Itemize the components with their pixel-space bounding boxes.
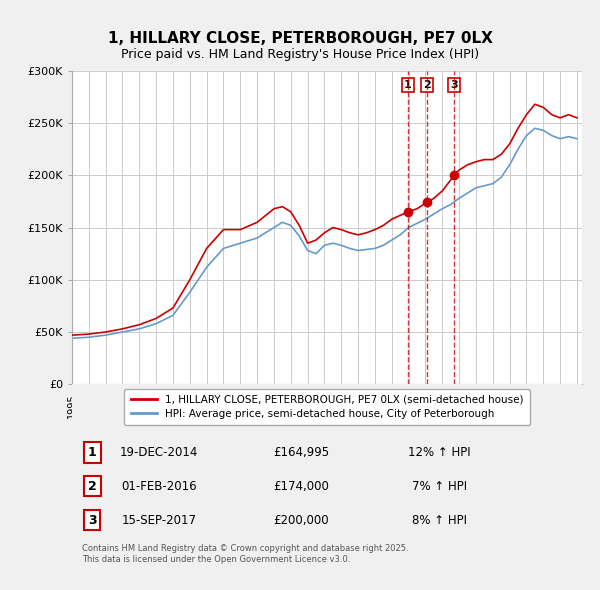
Text: 3: 3 [88, 514, 97, 527]
Text: 7% ↑ HPI: 7% ↑ HPI [412, 480, 467, 493]
Text: 01-FEB-2016: 01-FEB-2016 [121, 480, 197, 493]
Legend: 1, HILLARY CLOSE, PETERBOROUGH, PE7 0LX (semi-detached house), HPI: Average pric: 1, HILLARY CLOSE, PETERBOROUGH, PE7 0LX … [124, 389, 530, 425]
Text: 2: 2 [88, 480, 97, 493]
Text: 12% ↑ HPI: 12% ↑ HPI [408, 446, 470, 459]
Text: 19-DEC-2014: 19-DEC-2014 [119, 446, 198, 459]
Text: £174,000: £174,000 [274, 480, 329, 493]
Text: 1: 1 [88, 446, 97, 459]
Text: £200,000: £200,000 [274, 514, 329, 527]
Text: 15-SEP-2017: 15-SEP-2017 [121, 514, 196, 527]
Text: 1, HILLARY CLOSE, PETERBOROUGH, PE7 0LX: 1, HILLARY CLOSE, PETERBOROUGH, PE7 0LX [107, 31, 493, 46]
Text: 8% ↑ HPI: 8% ↑ HPI [412, 514, 467, 527]
Text: Price paid vs. HM Land Registry's House Price Index (HPI): Price paid vs. HM Land Registry's House … [121, 48, 479, 61]
Text: 3: 3 [451, 80, 458, 90]
Text: Contains HM Land Registry data © Crown copyright and database right 2025.
This d: Contains HM Land Registry data © Crown c… [82, 545, 409, 564]
Text: £164,995: £164,995 [274, 446, 329, 459]
Text: 2: 2 [423, 80, 431, 90]
Text: 1: 1 [404, 80, 412, 90]
